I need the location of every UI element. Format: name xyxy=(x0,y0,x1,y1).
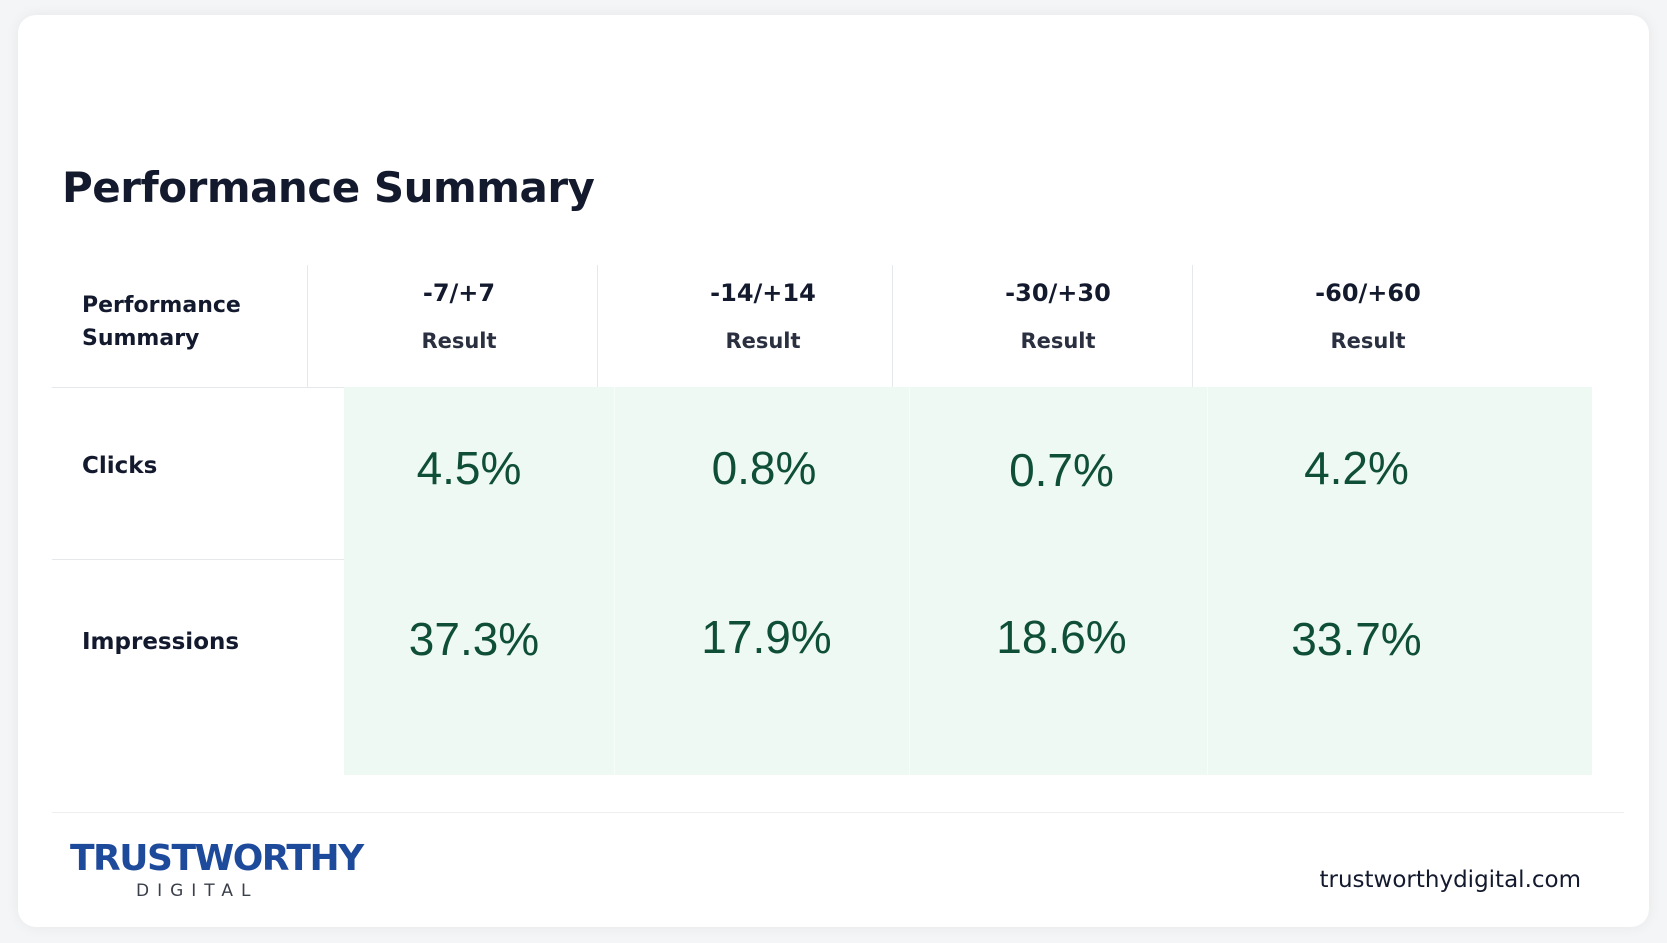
column-subtitle: Result xyxy=(725,329,801,353)
brand-wordmark: TRUSTWORTHY xyxy=(70,838,364,879)
table-cell: 37.3% xyxy=(408,613,540,665)
table-cell: 0.8% xyxy=(711,442,817,494)
column-subtitle: Result xyxy=(421,329,497,353)
row-label-impressions: Impressions xyxy=(82,629,240,655)
column-header-60: -60/+60 Result xyxy=(1193,265,1543,387)
table-cell: 0.7% xyxy=(1009,444,1114,496)
band-divider xyxy=(1207,387,1208,775)
table-cell: 4.2% xyxy=(1304,442,1409,494)
performance-card: Performance Summary Performance Summary … xyxy=(18,15,1649,927)
table-cell: 18.6% xyxy=(996,611,1127,663)
column-header-30: -30/+30 Result xyxy=(893,265,1223,387)
column-range: -30/+30 xyxy=(1005,279,1111,307)
column-range: -14/+14 xyxy=(710,279,816,307)
band-divider xyxy=(614,387,615,775)
page-title: Performance Summary xyxy=(62,163,595,212)
table-cell: 4.5% xyxy=(416,442,522,494)
table-corner-label: Performance Summary xyxy=(82,293,241,351)
column-divider xyxy=(307,265,308,387)
performance-table: Performance Summary -7/+7 Result -14/+14… xyxy=(52,265,1592,775)
trustworthy-digital-logo: TRUSTWORTHY DIGITAL xyxy=(70,838,364,902)
row-label-clicks: Clicks xyxy=(82,453,158,479)
results-highlight xyxy=(344,387,1592,775)
column-divider xyxy=(597,265,598,387)
column-range: -60/+60 xyxy=(1315,279,1421,307)
column-range: -7/+7 xyxy=(422,279,496,307)
column-header-14: -14/+14 Result xyxy=(598,265,928,387)
column-subtitle: Result xyxy=(1020,329,1096,353)
brand-subtitle: DIGITAL xyxy=(136,881,259,901)
column-divider xyxy=(892,265,893,387)
footer-divider xyxy=(52,812,1624,813)
table-cell: 33.7% xyxy=(1291,613,1422,665)
column-divider xyxy=(1192,265,1193,387)
column-subtitle: Result xyxy=(1330,329,1406,353)
table-cell: 17.9% xyxy=(701,611,832,663)
column-header-7: -7/+7 Result xyxy=(314,265,604,387)
band-divider xyxy=(909,387,910,775)
site-url: trustworthydigital.com xyxy=(1319,867,1581,893)
